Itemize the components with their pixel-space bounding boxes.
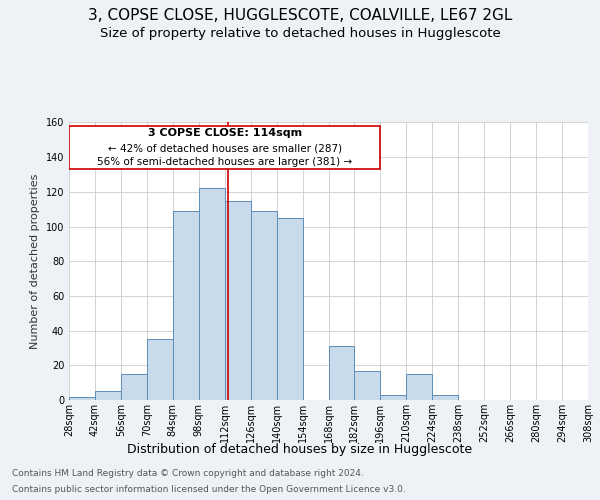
Bar xyxy=(95,392,121,400)
Bar xyxy=(380,395,406,400)
Bar xyxy=(121,374,147,400)
FancyBboxPatch shape xyxy=(69,126,380,170)
Bar xyxy=(329,346,355,400)
Text: Distribution of detached houses by size in Hugglescote: Distribution of detached houses by size … xyxy=(127,442,473,456)
Bar xyxy=(355,370,380,400)
Text: ← 42% of detached houses are smaller (287): ← 42% of detached houses are smaller (28… xyxy=(107,144,342,154)
Text: Contains public sector information licensed under the Open Government Licence v3: Contains public sector information licen… xyxy=(12,485,406,494)
Bar xyxy=(147,340,173,400)
Text: 56% of semi-detached houses are larger (381) →: 56% of semi-detached houses are larger (… xyxy=(97,157,352,167)
Y-axis label: Number of detached properties: Number of detached properties xyxy=(30,174,40,349)
Bar xyxy=(251,211,277,400)
Text: 3 COPSE CLOSE: 114sqm: 3 COPSE CLOSE: 114sqm xyxy=(148,128,302,138)
Bar xyxy=(406,374,432,400)
Bar xyxy=(224,200,251,400)
Bar xyxy=(277,218,302,400)
Bar xyxy=(432,395,458,400)
Bar xyxy=(199,188,224,400)
Text: Size of property relative to detached houses in Hugglescote: Size of property relative to detached ho… xyxy=(100,28,500,40)
Text: 3, COPSE CLOSE, HUGGLESCOTE, COALVILLE, LE67 2GL: 3, COPSE CLOSE, HUGGLESCOTE, COALVILLE, … xyxy=(88,8,512,22)
Bar xyxy=(69,396,95,400)
Bar xyxy=(173,211,199,400)
Text: Contains HM Land Registry data © Crown copyright and database right 2024.: Contains HM Land Registry data © Crown c… xyxy=(12,469,364,478)
